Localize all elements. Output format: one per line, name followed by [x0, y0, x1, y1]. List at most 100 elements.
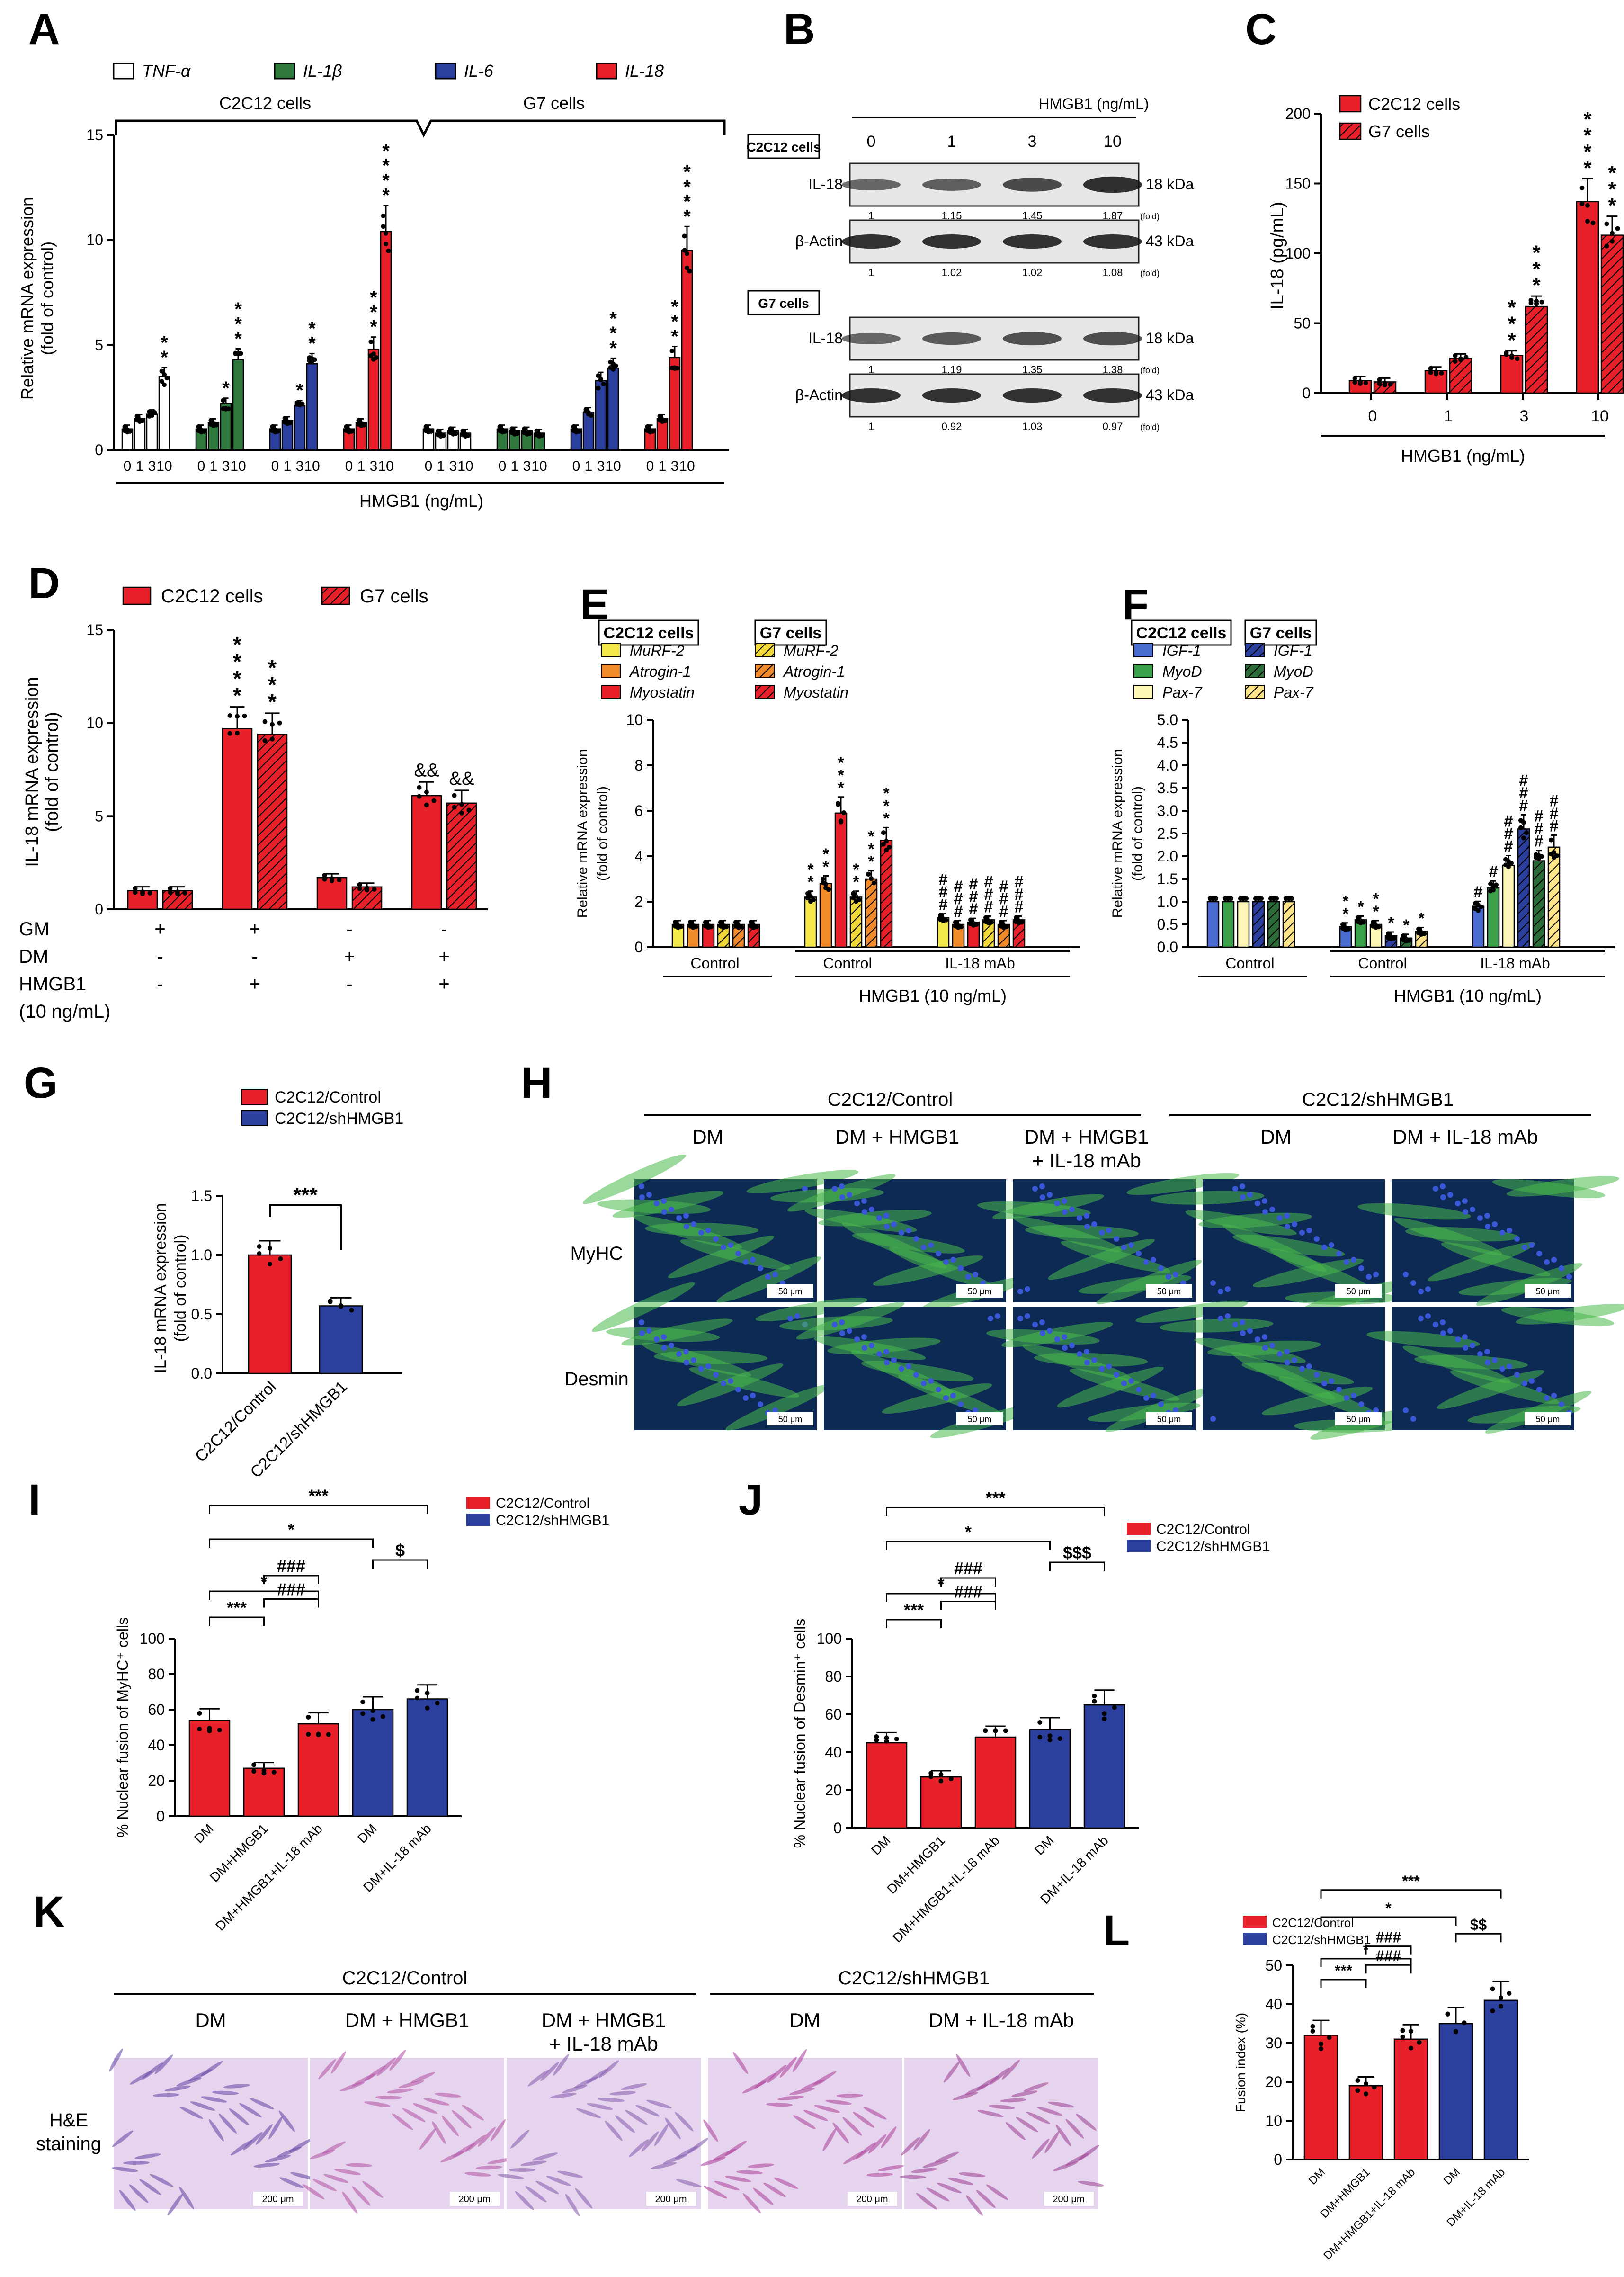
g-legend-label: C2C12/Control: [275, 1088, 381, 1106]
h-nucleus: [1240, 1194, 1246, 1200]
k-cell: [318, 2059, 336, 2080]
j-bar-dot: [948, 1776, 954, 1782]
h-nucleus: [1440, 1183, 1446, 1189]
a-bar-dot: [682, 233, 687, 239]
h-nucleus: [1025, 1286, 1030, 1292]
d-bar-dot: [431, 798, 437, 803]
d-bar-dot: [357, 882, 362, 887]
c-bar-dot: [1434, 369, 1438, 375]
l-bar-dot: [1490, 1986, 1495, 1991]
b-fold-unit: (fold): [1140, 422, 1160, 432]
a-bar-dot: [685, 251, 689, 256]
h-nucleus: [1255, 1336, 1260, 1342]
c-ytick-label: 200: [1285, 105, 1311, 122]
k-column-label: DM + IL-18 mAb: [929, 2009, 1074, 2031]
h-row-label: MyHC: [570, 1243, 623, 1264]
d-ytick-label: 0: [95, 901, 103, 918]
e-legend-header: C2C12 cells: [604, 624, 694, 642]
i-bracket-label: ###: [277, 1580, 305, 1599]
f-ytick-label: 2.5: [1157, 825, 1178, 842]
e-sig: #: [984, 886, 993, 904]
a-sig: *: [683, 191, 691, 212]
j-xtick-label: DM: [1032, 1833, 1057, 1858]
k-micrograph: [310, 2058, 504, 2209]
h-nucleus: [735, 1251, 741, 1256]
h-nucleus: [758, 1265, 763, 1271]
a-ylabel: Relative mRNA expression(fold of control…: [18, 197, 57, 400]
a-bar-dot: [657, 413, 662, 419]
i-bracket-label: *: [288, 1520, 294, 1539]
h-nucleus: [1040, 1194, 1045, 1200]
a-xtick-label: 0: [499, 458, 507, 474]
a-bar-dot: [374, 355, 379, 360]
i-bar-dot: [370, 1708, 375, 1713]
j-bar: [974, 1736, 1017, 1829]
e-bar: [880, 840, 893, 948]
e-bar-dot: [676, 923, 680, 928]
c-bar-dot: [1528, 300, 1534, 305]
l-ytick-label: 40: [1265, 1996, 1282, 2013]
k-cell: [675, 2112, 694, 2132]
h-row-label: Desmin: [564, 1369, 629, 1390]
b-fold-value: 1.03: [1022, 421, 1043, 432]
g-ytick-label: 1.5: [191, 1187, 212, 1204]
f-sig: *: [1418, 909, 1425, 927]
h-nucleus: [1062, 1334, 1067, 1340]
f-bar-dot: [1226, 896, 1231, 901]
h-nucleus: [1277, 1351, 1283, 1357]
h-nucleus: [1447, 1192, 1453, 1198]
h-column-label: DM: [1260, 1126, 1291, 1148]
d-bar-dot: [235, 714, 240, 719]
a-sig: *: [382, 185, 390, 206]
h-fiber: [986, 1329, 1100, 1345]
h-nucleus: [869, 1207, 874, 1212]
h-nucleus: [1492, 1221, 1498, 1227]
h-nucleus: [973, 1272, 978, 1277]
c-bar-dot: [1377, 381, 1382, 386]
c-sig: *: [1608, 178, 1616, 201]
k-cell: [1016, 2116, 1038, 2133]
i-bracket: [209, 1616, 265, 1626]
h-nucleus: [1106, 1228, 1112, 1233]
h-nucleus: [1351, 1257, 1356, 1263]
j-ytick-label: 80: [825, 1668, 842, 1685]
h-nucleus: [936, 1387, 941, 1392]
h-nucleus: [1232, 1322, 1238, 1327]
h-nucleus: [958, 1401, 964, 1407]
h-nucleus: [913, 1236, 919, 1242]
a-bar-dot: [208, 418, 214, 423]
f-legend-swatch: [1133, 664, 1153, 678]
g-bar-dot: [349, 1308, 354, 1313]
f-bar-dot: [1488, 888, 1493, 894]
e-bar-dot: [821, 880, 825, 885]
k-scalebar-box: [450, 2192, 500, 2206]
e-legend-box: [598, 619, 699, 646]
h-nucleus: [1262, 1345, 1268, 1351]
a-bar-dot: [509, 426, 515, 431]
c-xtick-label: 1: [1444, 407, 1453, 425]
k-cell: [732, 2052, 749, 2074]
e-bar-dot: [736, 923, 741, 928]
g-bar-dot: [257, 1251, 262, 1256]
h-nucleus: [1485, 1360, 1490, 1365]
f-sig: *: [1388, 914, 1394, 932]
k-cell: [916, 2193, 937, 2210]
k-cell: [550, 2093, 577, 2098]
k-cell: [1002, 2060, 1020, 2080]
k-cell: [392, 2113, 413, 2130]
h-nucleus: [1306, 1228, 1312, 1233]
h-nucleus: [1292, 1357, 1297, 1363]
h-scalebar-label: 50 μm: [1157, 1415, 1181, 1424]
j-bracket: [886, 1541, 1051, 1550]
e-bar: [819, 883, 832, 948]
h-nucleus: [1425, 1286, 1431, 1292]
d-bar-dot: [417, 785, 422, 790]
d-bar-dot: [270, 722, 275, 727]
f-bar-dot: [1286, 896, 1291, 901]
a-bar-dot: [125, 428, 130, 433]
k-cell: [154, 2054, 173, 2074]
k-cell: [364, 2101, 391, 2107]
k-cell: [868, 2134, 887, 2154]
h-nucleus: [684, 1224, 689, 1229]
